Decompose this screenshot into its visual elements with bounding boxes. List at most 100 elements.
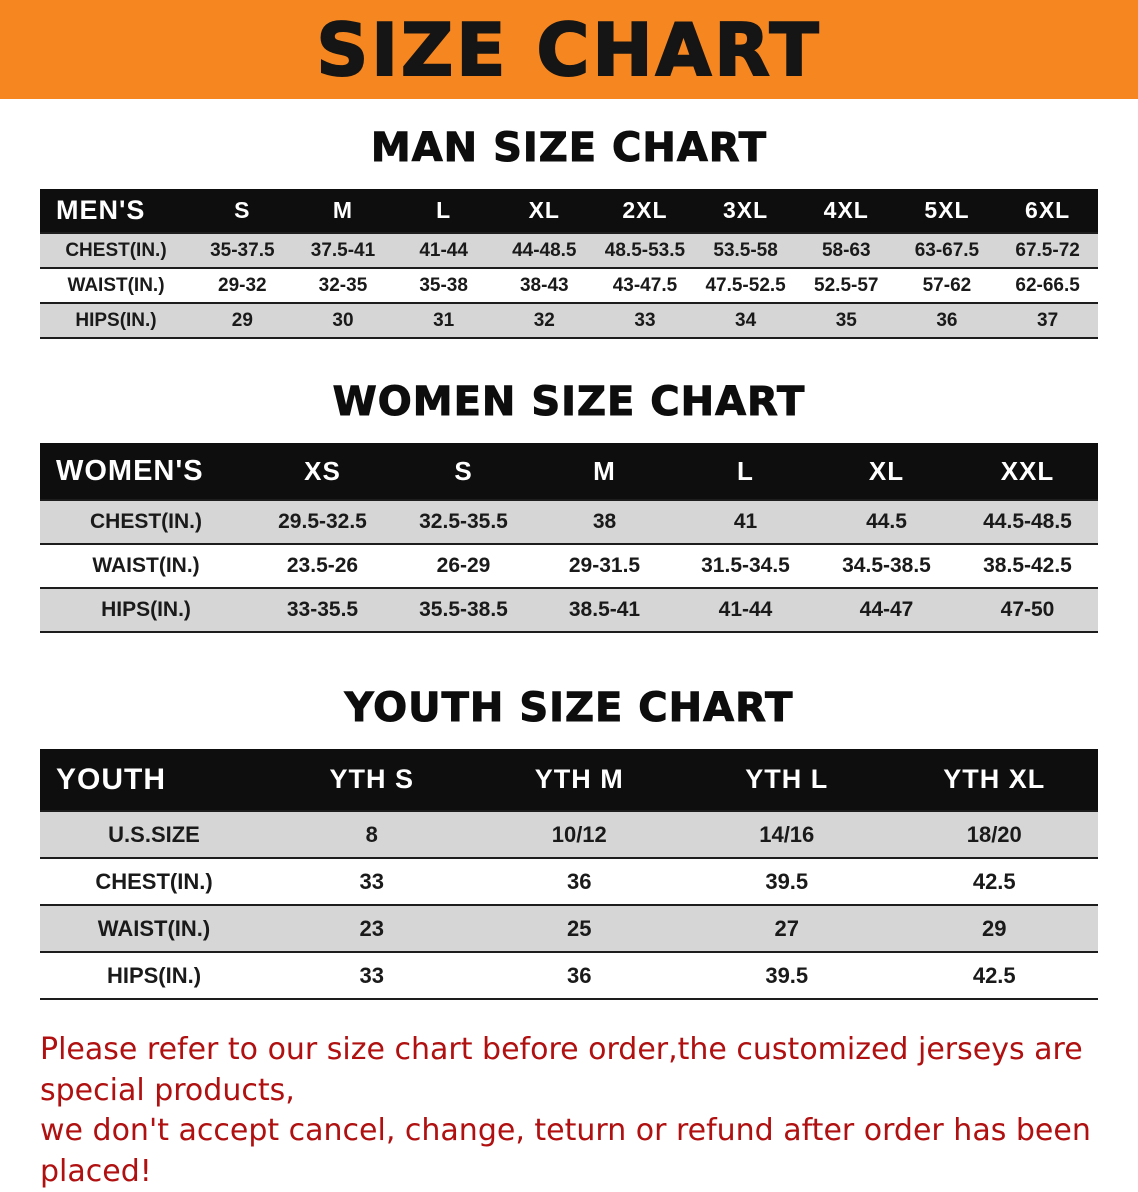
size-value-cell: 41-44 bbox=[419, 239, 468, 261]
size-value-cell: 48.5-53.5 bbox=[604, 239, 686, 261]
size-value-cell: 52.5-57 bbox=[814, 274, 879, 296]
size-value-cell: 26-29 bbox=[436, 554, 491, 577]
disclaimer: Please refer to our size chart before or… bbox=[40, 1030, 1114, 1192]
size-value-cell: 44-48.5 bbox=[512, 239, 577, 261]
table-row: WAIST(IN.) 23.5-26 26-29 29-31.5 31.5-34.5 34… bbox=[40, 544, 1098, 588]
size-value-cell: 35-38 bbox=[419, 274, 468, 296]
row-label-cell: HIPS(IN.) bbox=[106, 962, 202, 988]
row-label-cell: WAIST(IN.) bbox=[92, 554, 200, 577]
table-row: U.S.SIZE 8 10/12 14/16 18/20 bbox=[40, 811, 1098, 858]
size-chart-banner: SIZE CHART bbox=[0, 0, 1138, 99]
table-row: CHEST(IN.) 35-37.5 37.5-41 41-44 44-48.5 48.5… bbox=[40, 233, 1098, 268]
size-value-cell: 33 bbox=[359, 962, 384, 988]
size-value-cell: 37.5-41 bbox=[310, 239, 376, 261]
size-value-cell: 41-44 bbox=[718, 598, 773, 621]
youth-header-row: YOUTH YTH S YTH M YTH L YTH XL bbox=[40, 749, 1098, 811]
men-size-column-header: S bbox=[192, 189, 293, 233]
size-value-cell: 42.5 bbox=[972, 868, 1016, 894]
row-label-cell: U.S.SIZE bbox=[108, 821, 200, 847]
men-size-column-header: 4XL bbox=[795, 189, 897, 233]
size-value-cell: 18/20 bbox=[966, 821, 1022, 847]
women-size-table: WOMEN'S XS S M L XL XXL CHEST(IN.) 29.5-32.5 32.5… bbox=[40, 443, 1098, 633]
youth-size-column-header: YTH XL bbox=[890, 749, 1098, 811]
size-value-cell: 37 bbox=[1037, 309, 1059, 331]
size-value-cell: 33-35.5 bbox=[286, 598, 359, 621]
size-value-cell: 29 bbox=[982, 915, 1007, 941]
size-value-cell: 31 bbox=[433, 309, 455, 331]
size-value-cell: 35-37.5 bbox=[210, 239, 275, 261]
size-value-cell: 39.5 bbox=[765, 962, 809, 988]
size-value-cell: 47-50 bbox=[1000, 598, 1055, 621]
size-value-cell: 36 bbox=[567, 962, 592, 988]
men-size-column-header: L bbox=[393, 189, 494, 233]
men-size-column-header: 3XL bbox=[695, 189, 796, 233]
size-value-cell: 38-43 bbox=[519, 274, 569, 296]
men-size-section: MAN SIZE CHART MEN'S S M L XL 2XL 3XL 4XL 5XL 6XL C… bbox=[0, 125, 1138, 339]
row-label-cell: CHEST(IN.) bbox=[65, 239, 167, 261]
table-row: CHEST(IN.) 33 36 39.5 42.5 bbox=[40, 858, 1098, 905]
size-value-cell: 25 bbox=[567, 915, 592, 941]
women-header-row: WOMEN'S XS S M L XL XXL bbox=[40, 443, 1098, 500]
size-value-cell: 35 bbox=[835, 309, 857, 331]
women-section-heading: WOMEN SIZE CHART bbox=[332, 379, 806, 426]
women-size-column-header: S bbox=[393, 443, 534, 500]
men-size-table: MEN'S S M L XL 2XL 3XL 4XL 5XL 6XL CHEST(IN.) 35-37… bbox=[40, 189, 1098, 339]
size-value-cell: 8 bbox=[365, 821, 378, 847]
youth-section-heading: YOUTH SIZE CHART bbox=[344, 685, 794, 732]
youth-size-column-header: YTH L bbox=[683, 749, 891, 811]
size-value-cell: 29.5-32.5 bbox=[278, 510, 367, 533]
men-size-column-header: M bbox=[292, 189, 394, 233]
size-value-cell: 63-67.5 bbox=[914, 239, 980, 261]
size-value-cell: 27 bbox=[774, 915, 799, 941]
women-size-section: WOMEN SIZE CHART WOMEN'S XS S M L XL XXL CHEST(I… bbox=[0, 379, 1138, 633]
size-value-cell: 35.5-38.5 bbox=[419, 598, 508, 621]
women-size-column-header: XXL bbox=[957, 443, 1098, 500]
table-row: WAIST(IN.) 23 25 27 29 bbox=[40, 905, 1098, 952]
size-value-cell: 47.5-52.5 bbox=[705, 274, 786, 296]
size-value-cell: 62-66.5 bbox=[1015, 274, 1080, 296]
men-section-heading: MAN SIZE CHART bbox=[370, 125, 768, 172]
men-table-title-cell: MEN'S bbox=[40, 189, 192, 233]
disclaimer-line-2: we don't accept cancel, change, teturn o… bbox=[40, 1113, 1091, 1189]
size-value-cell: 44.5 bbox=[866, 510, 907, 533]
row-label-cell: CHEST(IN.) bbox=[90, 510, 202, 533]
row-label-cell: HIPS(IN.) bbox=[75, 309, 157, 331]
row-label-cell: CHEST(IN.) bbox=[95, 868, 213, 894]
size-value-cell: 14/16 bbox=[759, 821, 815, 847]
women-size-column-header: XL bbox=[816, 443, 957, 500]
size-value-cell: 31.5-34.5 bbox=[701, 554, 790, 577]
table-row: CHEST(IN.) 29.5-32.5 32.5-35.5 38 41 44.5 44.5… bbox=[40, 500, 1098, 544]
size-value-cell: 29 bbox=[231, 309, 253, 331]
size-value-cell: 39.5 bbox=[765, 868, 809, 894]
men-size-column-header: 5XL bbox=[896, 189, 998, 233]
size-value-cell: 29-31.5 bbox=[568, 554, 641, 577]
banner-title: SIZE CHART bbox=[315, 7, 822, 93]
size-value-cell: 36 bbox=[567, 868, 592, 894]
size-value-cell: 33 bbox=[359, 868, 384, 894]
size-value-cell: 38.5-42.5 bbox=[983, 554, 1072, 577]
size-value-cell: 23.5-26 bbox=[286, 554, 359, 577]
size-value-cell: 41 bbox=[733, 510, 758, 533]
women-table-title-cell: WOMEN'S bbox=[40, 443, 252, 500]
table-row: HIPS(IN.) 33 36 39.5 42.5 bbox=[40, 952, 1098, 999]
size-value-cell: 38 bbox=[592, 510, 617, 533]
size-value-cell: 34.5-38.5 bbox=[842, 554, 931, 577]
youth-table-title-cell: YOUTH bbox=[40, 749, 268, 811]
table-row: HIPS(IN.) 29 30 31 32 33 34 35 36 37 bbox=[40, 303, 1098, 338]
disclaimer-line-1: Please refer to our size chart before or… bbox=[40, 1032, 1083, 1108]
table-row: HIPS(IN.) 33-35.5 35.5-38.5 38.5-41 41-44 44-… bbox=[40, 588, 1098, 632]
size-value-cell: 36 bbox=[936, 309, 958, 331]
size-value-cell: 38.5-41 bbox=[568, 598, 641, 621]
size-value-cell: 32 bbox=[533, 309, 555, 331]
size-value-cell: 44-47 bbox=[859, 598, 914, 621]
youth-size-table: YOUTH YTH S YTH M YTH L YTH XL U.S.SIZE 8 10/12… bbox=[40, 749, 1098, 1000]
men-size-column-header: 2XL bbox=[594, 189, 696, 233]
size-value-cell: 43-47.5 bbox=[612, 274, 678, 296]
row-label-cell: WAIST(IN.) bbox=[67, 274, 165, 296]
size-value-cell: 29-32 bbox=[218, 274, 267, 296]
women-size-column-header: L bbox=[675, 443, 816, 500]
size-value-cell: 30 bbox=[332, 309, 354, 331]
size-value-cell: 23 bbox=[359, 915, 384, 941]
size-value-cell: 67.5-72 bbox=[1015, 239, 1080, 261]
youth-size-section: YOUTH SIZE CHART YOUTH YTH S YTH M YTH L YTH … bbox=[0, 685, 1138, 1000]
